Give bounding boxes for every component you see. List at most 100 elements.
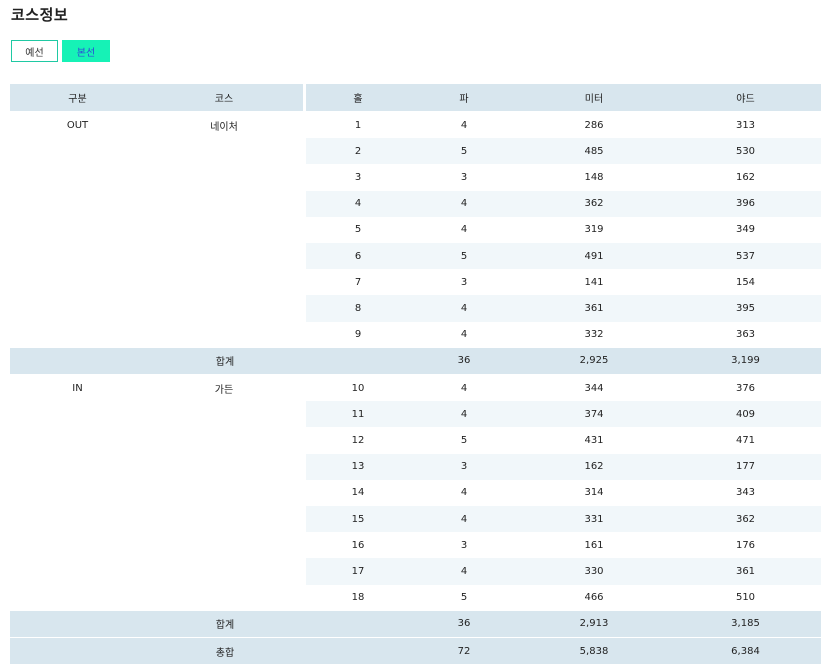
hole-meter: 330 <box>584 565 604 577</box>
row-stripe <box>306 190 821 217</box>
subtotal-par: 36 <box>457 618 471 630</box>
hole-meter: 141 <box>584 276 604 288</box>
hole-number: 10 <box>351 382 365 394</box>
hole-par: 4 <box>460 382 468 394</box>
hole-meter: 332 <box>584 329 604 341</box>
subtotal-meter: 2,925 <box>579 355 609 367</box>
row-stripe <box>306 506 821 533</box>
hole-par: 5 <box>460 592 468 604</box>
hole-par: 5 <box>460 250 468 262</box>
hole-meter: 374 <box>584 408 604 420</box>
hole-number: 18 <box>351 592 365 604</box>
row-stripe <box>306 453 821 480</box>
tab-main-round[interactable]: 본선 <box>62 40 110 62</box>
hole-yard: 176 <box>735 539 756 551</box>
hole-yard: 361 <box>735 565 756 577</box>
hole-meter: 319 <box>584 224 604 236</box>
hole-yard: 395 <box>735 302 756 314</box>
hole-number: 17 <box>351 565 365 577</box>
hole-number: 11 <box>351 408 365 420</box>
row-stripe <box>306 558 821 585</box>
hole-number: 13 <box>351 461 365 473</box>
hole-par: 4 <box>460 329 468 341</box>
hole-number: 14 <box>351 487 365 499</box>
header-yard: 야드 <box>670 84 821 111</box>
hole-meter: 286 <box>584 119 604 131</box>
hole-yard: 376 <box>735 382 756 394</box>
hole-par: 4 <box>460 302 468 314</box>
hole-number: 7 <box>354 276 362 288</box>
header-course: 코스 <box>145 84 303 111</box>
hole-yard: 363 <box>735 329 756 341</box>
hole-yard: 362 <box>735 513 756 525</box>
hole-par: 4 <box>460 408 468 420</box>
subtotal-row <box>10 610 821 637</box>
row-stripe <box>306 401 821 428</box>
hole-number: 3 <box>354 171 362 183</box>
hole-number: 4 <box>354 198 362 210</box>
tab-preliminary[interactable]: 예선 <box>11 40 58 62</box>
hole-meter: 331 <box>584 513 604 525</box>
total-row <box>10 638 821 665</box>
row-stripe <box>306 138 821 165</box>
course-name: 가든 <box>214 384 234 396</box>
hole-meter: 161 <box>584 539 604 551</box>
hole-yard: 349 <box>735 224 756 236</box>
hole-meter: 162 <box>584 461 604 473</box>
hole-meter: 314 <box>584 487 604 499</box>
subtotal-label: 합계 <box>215 620 235 632</box>
total-yard: 6,384 <box>731 645 760 657</box>
subtotal-yard: 3,185 <box>731 618 760 630</box>
subtotal-meter: 2,913 <box>579 618 609 630</box>
hole-yard: 510 <box>735 592 756 604</box>
total-par: 72 <box>457 645 471 657</box>
hole-par: 3 <box>460 539 468 551</box>
hole-meter: 362 <box>584 198 604 210</box>
hole-yard: 313 <box>735 119 756 131</box>
subtotal-yard: 3,199 <box>731 355 760 367</box>
hole-meter: 344 <box>584 382 604 394</box>
hole-yard: 530 <box>735 145 756 157</box>
header-divider <box>303 84 306 111</box>
hole-par: 3 <box>460 276 468 288</box>
course-table: 구분 코스 홀 파 미터 야드 OUT 네이처 1 4 286 313 2 5 485 530 3 3 148 162… <box>10 84 821 666</box>
header-hole: 홀 <box>306 84 410 111</box>
hole-meter: 485 <box>584 145 604 157</box>
hole-yard: 409 <box>735 408 756 420</box>
row-stripe <box>306 243 821 270</box>
course-name: 네이처 <box>210 121 238 133</box>
hole-meter: 466 <box>584 592 604 604</box>
hole-number: 1 <box>354 119 362 131</box>
hole-par: 4 <box>460 224 468 236</box>
division-label: OUT <box>66 119 89 131</box>
header-division: 구분 <box>10 84 145 111</box>
total-meter: 5,838 <box>579 645 609 657</box>
page-title: 코스정보 <box>11 6 69 24</box>
hole-yard: 537 <box>735 250 756 262</box>
hole-yard: 154 <box>735 276 756 288</box>
hole-par: 3 <box>460 171 468 183</box>
subtotal-par: 36 <box>457 355 471 367</box>
hole-number: 8 <box>354 302 362 314</box>
hole-number: 5 <box>354 224 362 236</box>
total-label: 총합 <box>215 647 235 659</box>
hole-number: 16 <box>351 539 365 551</box>
round-tabs: 예선 본선 <box>11 40 110 62</box>
division-label: IN <box>72 382 83 394</box>
hole-par: 5 <box>460 145 468 157</box>
hole-number: 6 <box>354 250 362 262</box>
hole-par: 5 <box>460 434 468 446</box>
hole-par: 4 <box>460 198 468 210</box>
hole-number: 9 <box>354 329 362 341</box>
hole-meter: 148 <box>584 171 604 183</box>
hole-par: 4 <box>460 487 468 499</box>
hole-yard: 343 <box>735 487 756 499</box>
subtotal-label: 합계 <box>215 357 235 369</box>
hole-yard: 396 <box>735 198 756 210</box>
header-meter: 미터 <box>518 84 670 111</box>
hole-yard: 177 <box>735 461 756 473</box>
hole-par: 4 <box>460 565 468 577</box>
hole-number: 15 <box>351 513 365 525</box>
hole-par: 3 <box>460 461 468 473</box>
hole-yard: 471 <box>735 434 756 446</box>
